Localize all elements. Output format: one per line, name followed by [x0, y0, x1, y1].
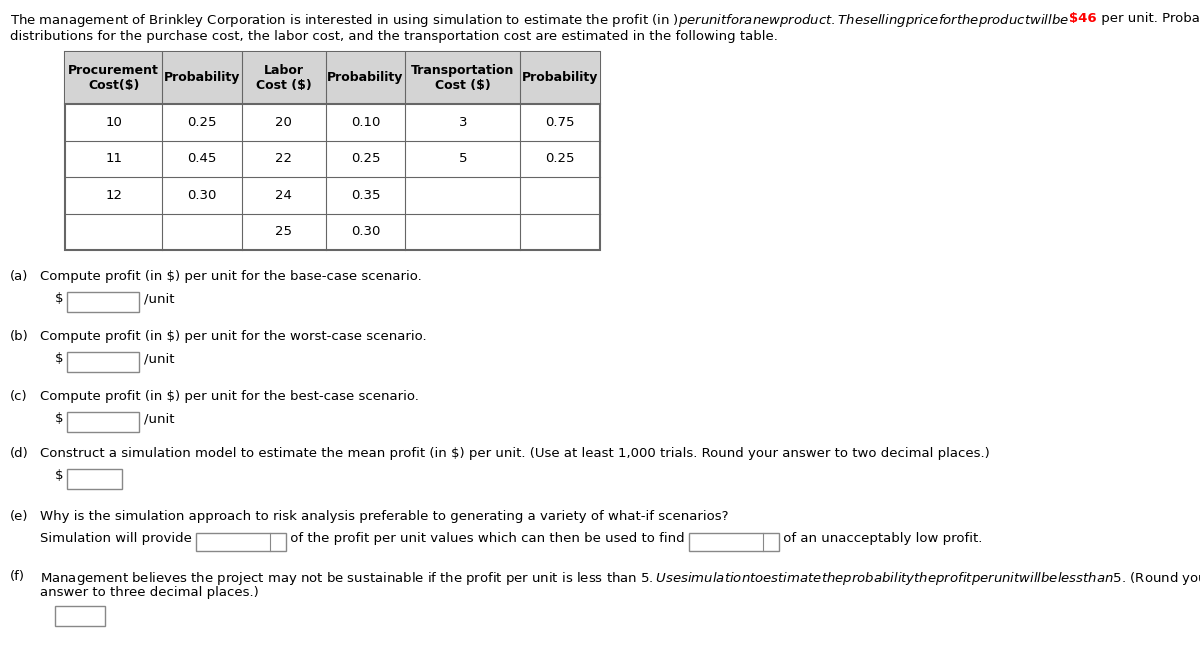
Text: 11: 11: [106, 152, 122, 165]
Text: Simulation will provide: Simulation will provide: [40, 532, 196, 545]
Text: $: $: [55, 412, 64, 425]
Bar: [67, 469, 122, 489]
Text: Transportation
Cost ($): Transportation Cost ($): [412, 64, 515, 92]
Bar: [67, 352, 139, 372]
Text: Probability: Probability: [164, 72, 240, 85]
Text: /unit: /unit: [144, 292, 174, 305]
Text: Compute profit (in $) per unit for the base-case scenario.: Compute profit (in $) per unit for the b…: [40, 270, 421, 283]
Text: 3: 3: [458, 115, 467, 129]
Text: of the profit per unit values which can then be used to find: of the profit per unit values which can …: [286, 532, 689, 545]
Text: (e): (e): [10, 510, 29, 523]
Text: 10: 10: [106, 115, 122, 129]
Text: 0.25: 0.25: [545, 152, 575, 165]
Text: 0.30: 0.30: [187, 189, 217, 202]
Bar: [65, 52, 600, 250]
Text: /unit: /unit: [144, 412, 174, 425]
Text: Probability: Probability: [522, 72, 599, 85]
Text: $: $: [55, 292, 64, 305]
Text: Why is the simulation approach to risk analysis preferable to generating a varie: Why is the simulation approach to risk a…: [40, 510, 728, 523]
Bar: [689, 533, 779, 551]
Text: 0.75: 0.75: [545, 115, 575, 129]
Text: 24: 24: [276, 189, 293, 202]
Text: (c): (c): [10, 390, 28, 403]
Text: $: $: [55, 352, 64, 365]
Text: Construct a simulation model to estimate the mean profit (in $) per unit. (Use a: Construct a simulation model to estimate…: [40, 447, 990, 460]
Text: 0.30: 0.30: [350, 225, 380, 238]
Text: 5: 5: [458, 152, 467, 165]
Text: 20: 20: [276, 115, 293, 129]
Text: of an unacceptably low profit.: of an unacceptably low profit.: [779, 532, 983, 545]
Text: $46: $46: [1069, 12, 1097, 25]
Text: Compute profit (in $) per unit for the worst-case scenario.: Compute profit (in $) per unit for the w…: [40, 330, 427, 343]
Bar: [65, 52, 600, 104]
Text: 22: 22: [275, 152, 293, 165]
Text: (f): (f): [10, 570, 25, 583]
Text: 25: 25: [275, 225, 293, 238]
Text: Compute profit (in $) per unit for the best-case scenario.: Compute profit (in $) per unit for the b…: [40, 390, 419, 403]
Text: ∨: ∨: [274, 537, 282, 547]
Text: 0.10: 0.10: [350, 115, 380, 129]
Text: ---Select---: ---Select---: [200, 534, 259, 544]
Text: $: $: [55, 469, 64, 482]
Text: ---Select---: ---Select---: [694, 534, 751, 544]
Text: 0.25: 0.25: [187, 115, 217, 129]
Bar: [67, 292, 139, 312]
Text: per unit. Probability: per unit. Probability: [1097, 12, 1200, 25]
Text: ∨: ∨: [767, 537, 775, 547]
Bar: [196, 533, 286, 551]
Text: 0.45: 0.45: [187, 152, 217, 165]
Text: 0.35: 0.35: [350, 189, 380, 202]
Text: (d): (d): [10, 447, 29, 460]
Text: Labor
Cost ($): Labor Cost ($): [256, 64, 312, 92]
Text: Management believes the project may not be sustainable if the profit per unit is: Management believes the project may not …: [40, 570, 1200, 587]
Bar: [55, 606, 106, 626]
Text: (b): (b): [10, 330, 29, 343]
Text: /unit: /unit: [144, 352, 174, 365]
Bar: [67, 412, 139, 432]
Text: (a): (a): [10, 270, 29, 283]
Text: Probability: Probability: [328, 72, 403, 85]
Text: Procurement
Cost($): Procurement Cost($): [68, 64, 160, 92]
Text: distributions for the purchase cost, the labor cost, and the transportation cost: distributions for the purchase cost, the…: [10, 30, 778, 43]
Text: 12: 12: [106, 189, 122, 202]
Text: answer to three decimal places.): answer to three decimal places.): [40, 586, 259, 599]
Text: The management of Brinkley Corporation is interested in using simulation to esti: The management of Brinkley Corporation i…: [10, 12, 1069, 29]
Text: 0.25: 0.25: [350, 152, 380, 165]
